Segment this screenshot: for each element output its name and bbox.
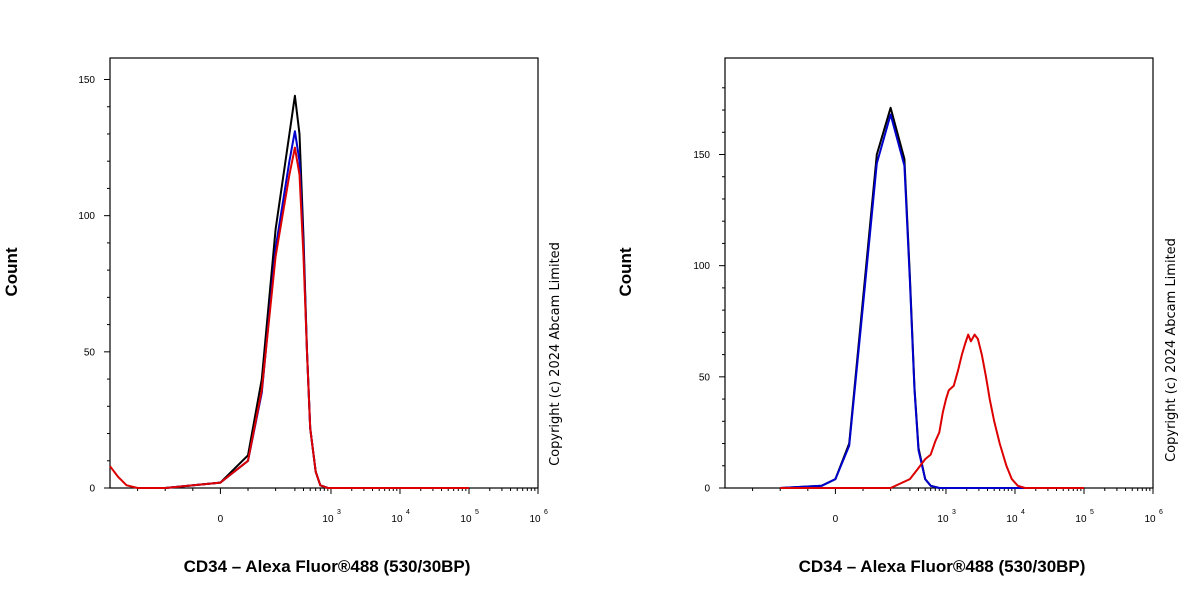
histogram-panel-left: Count CD34 – Alexa Fluor®488 (530/30BP) … [2, 57, 563, 576]
x-tick-label: 10 [391, 514, 403, 525]
y-axis-title: Count [616, 247, 635, 296]
x-tick-exponent: 3 [337, 509, 341, 516]
x-axis-title: CD34 – Alexa Fluor®488 (530/30BP) [799, 557, 1086, 576]
x-tick-label: 10 [1006, 514, 1018, 525]
series-line-black [165, 94, 469, 489]
y-tick-label: 50 [699, 372, 711, 383]
copyright-text: Copyright (c) 2024 Abcam Limited [1164, 238, 1179, 462]
x-tick-label: 10 [1144, 514, 1156, 525]
x-tick-exponent: 4 [406, 509, 410, 516]
series-line-black [780, 106, 1084, 489]
series-line-blue [165, 130, 469, 489]
x-tick-label: 10 [937, 514, 949, 525]
x-tick-label: 0 [833, 514, 839, 525]
y-axis-title: Count [2, 247, 21, 296]
x-tick-label: 0 [218, 514, 224, 525]
x-tick-exponent: 3 [952, 509, 956, 516]
x-tick-exponent: 6 [544, 509, 548, 516]
x-tick-label: 10 [1075, 514, 1087, 525]
x-tick-exponent: 5 [1090, 509, 1094, 516]
y-tick-label: 50 [84, 347, 96, 358]
y-tick-label: 150 [78, 75, 95, 86]
plot-frame [724, 57, 1154, 489]
x-tick-exponent: 4 [1021, 509, 1025, 516]
y-tick-label: 0 [89, 484, 95, 495]
histogram-panel-right: Count CD34 – Alexa Fluor®488 (530/30BP) … [616, 57, 1179, 576]
x-tick-exponent: 5 [475, 509, 479, 516]
x-tick-label: 10 [529, 514, 541, 525]
series-line-red [109, 146, 469, 489]
x-tick-exponent: 6 [1159, 509, 1163, 516]
y-tick-label: 0 [704, 484, 710, 495]
y-tick-label: 100 [693, 261, 710, 272]
y-tick-label: 150 [693, 150, 710, 161]
x-tick-label: 10 [322, 514, 334, 525]
x-axis-title: CD34 – Alexa Fluor®488 (530/30BP) [184, 557, 471, 576]
x-tick-label: 10 [460, 514, 472, 525]
series-line-blue [780, 113, 1084, 489]
plot-frame [109, 57, 539, 489]
y-tick-label: 100 [78, 211, 95, 222]
copyright-text: Copyright (c) 2024 Abcam Limited [548, 242, 563, 466]
series-line-red [780, 333, 1084, 489]
